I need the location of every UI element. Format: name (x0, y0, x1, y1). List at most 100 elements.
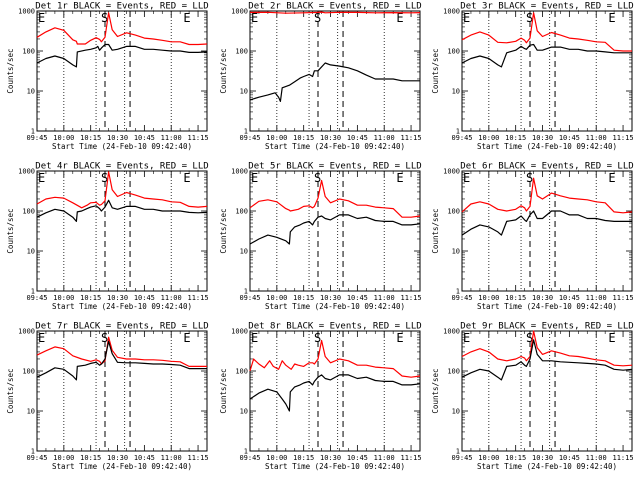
x-tick-label: 10:30 (320, 294, 341, 302)
x-tick-label: 10:45 (134, 294, 155, 302)
series-line-events (249, 214, 421, 245)
marker-label-s: S (101, 331, 108, 345)
series-line-lld (36, 12, 208, 46)
y-tick-label: 1000 (18, 8, 35, 16)
y-tick-label: 1000 (443, 328, 460, 336)
series-line-lld (249, 339, 421, 378)
y-tick-label: 10 (240, 88, 248, 96)
marker-label-s: S (314, 11, 321, 25)
marker-label-e: E (396, 171, 403, 185)
marker-label-s: S (101, 11, 108, 25)
x-tick-label: 11:00 (374, 294, 395, 302)
y-tick-label: 1 (31, 288, 35, 296)
x-tick-label: 11:15 (188, 294, 209, 302)
y-tick-label: 1 (456, 288, 460, 296)
x-tick-label: 10:45 (559, 454, 580, 462)
y-tick-label: 1000 (231, 168, 248, 176)
marker-label-s: S (526, 331, 533, 345)
plot-frame (461, 330, 633, 452)
x-axis-title: Start Time (24-Feb-10 09:42:40) (52, 142, 192, 151)
plot-frame (461, 170, 633, 292)
x-tick-label: 10:30 (532, 454, 553, 462)
y-tick-label: 10 (452, 408, 460, 416)
panel-title: Det 3r BLACK = Events, RED = LLD (460, 2, 633, 12)
panel-det-7: Det 7r BLACK = Events, RED = LLD 1 10 100 10… (6, 322, 209, 472)
x-axis-title: Start Time (24-Feb-10 09:42:40) (52, 462, 192, 471)
x-tick-label: 10:45 (347, 134, 368, 142)
series-line-lld (249, 179, 421, 218)
y-tick-label: 100 (22, 48, 35, 56)
marker-label-e: E (608, 331, 615, 345)
x-tick-label: 10:30 (320, 454, 341, 462)
x-tick-label: 11:15 (613, 134, 634, 142)
panel-title: Det 5r BLACK = Events, RED = LLD (248, 162, 421, 172)
x-tick-label: 10:45 (559, 134, 580, 142)
x-tick-label: 10:45 (347, 294, 368, 302)
marker-label-e: E (251, 171, 258, 185)
x-tick-label: 10:45 (347, 454, 368, 462)
y-tick-label: 1000 (231, 328, 248, 336)
plot-frame (461, 10, 633, 132)
x-tick-label: 09:45 (239, 454, 260, 462)
series-line-lld (36, 171, 208, 209)
y-tick-label: 100 (235, 208, 248, 216)
x-tick-label: 10:15 (80, 454, 101, 462)
marker-label-e: E (463, 171, 470, 185)
y-axis-title: Counts/sec (6, 368, 15, 413)
x-tick-label: 09:45 (26, 454, 47, 462)
x-tick-label: 10:30 (532, 134, 553, 142)
x-tick-label: 09:45 (26, 134, 47, 142)
y-tick-label: 10 (452, 88, 460, 96)
x-axis-title: Start Time (24-Feb-10 09:42:40) (52, 302, 192, 311)
series-line-lld (461, 12, 632, 52)
x-tick-label: 10:00 (478, 294, 499, 302)
y-axis-title: Counts/sec (219, 48, 228, 93)
y-axis-title: Counts/sec (431, 48, 440, 93)
y-tick-label: 100 (235, 48, 248, 56)
x-tick-label: 10:30 (532, 294, 553, 302)
series-line-lld (249, 11, 421, 14)
series-line-events (249, 62, 420, 103)
panel-title: Det 9r BLACK = Events, RED = LLD (460, 322, 633, 332)
x-axis-title: Start Time (24-Feb-10 09:42:40) (265, 462, 405, 471)
x-tick-label: 11:15 (401, 134, 422, 142)
x-tick-label: 10:45 (559, 294, 580, 302)
marker-label-s: S (314, 331, 321, 345)
marker-label-s: S (314, 171, 321, 185)
x-tick-label: 09:45 (239, 294, 260, 302)
x-tick-label: 10:00 (53, 454, 74, 462)
plot-frame (36, 10, 208, 132)
y-tick-label: 100 (235, 368, 248, 376)
x-tick-label: 10:45 (134, 454, 155, 462)
panel-det-1: Det 1r BLACK = Events, RED = LLD 1 10 100 10… (6, 2, 209, 152)
x-axis-title: Start Time (24-Feb-10 09:42:40) (477, 142, 617, 151)
x-tick-label: 11:15 (401, 294, 422, 302)
panel-title: Det 2r BLACK = Events, RED = LLD (248, 2, 421, 12)
series-line-events (461, 43, 632, 68)
panel-det-6: Det 6r BLACK = Events, RED = LLD 1 10 100 10… (431, 162, 634, 312)
x-axis-title: Start Time (24-Feb-10 09:42:40) (265, 302, 405, 311)
x-tick-label: 11:00 (161, 294, 182, 302)
y-tick-label: 1 (244, 448, 248, 456)
panel-title: Det 4r BLACK = Events, RED = LLD (35, 162, 208, 172)
y-axis-title: Counts/sec (6, 208, 15, 253)
x-tick-label: 10:15 (505, 454, 526, 462)
series-line-events (249, 374, 421, 412)
y-tick-label: 1 (244, 128, 248, 136)
series-line-events (36, 43, 208, 68)
plot-frame (249, 10, 421, 132)
y-tick-label: 100 (447, 368, 460, 376)
marker-label-e: E (463, 331, 470, 345)
x-axis-title: Start Time (24-Feb-10 09:42:40) (477, 302, 617, 311)
x-tick-label: 11:15 (188, 454, 209, 462)
series-line-lld (36, 336, 207, 367)
marker-label-e: E (183, 331, 190, 345)
x-tick-label: 09:45 (26, 294, 47, 302)
x-tick-label: 09:45 (451, 294, 472, 302)
marker-label-e: E (608, 11, 615, 25)
series-line-lld (461, 177, 633, 214)
x-tick-label: 11:15 (188, 134, 209, 142)
x-tick-label: 09:45 (451, 454, 472, 462)
x-axis-title: Start Time (24-Feb-10 09:42:40) (265, 142, 405, 151)
